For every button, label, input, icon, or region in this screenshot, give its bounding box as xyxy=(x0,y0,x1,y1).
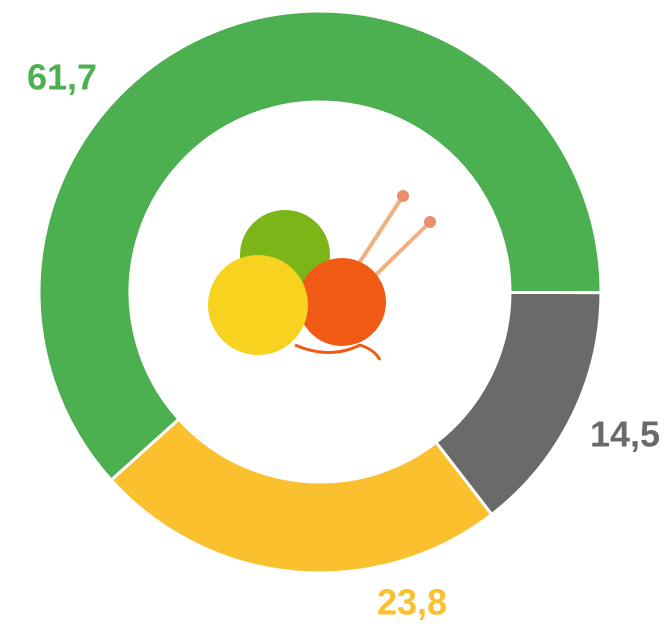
donut-segment xyxy=(109,417,494,575)
donut-segment xyxy=(37,9,603,483)
donut-segment xyxy=(434,290,603,517)
value-label: 14,5 xyxy=(590,414,660,455)
yarn-ball xyxy=(298,258,386,346)
yarn-thread xyxy=(294,343,382,361)
needle-tip xyxy=(397,190,409,202)
value-label: 61,7 xyxy=(27,57,97,98)
value-label: 23,8 xyxy=(377,582,447,623)
yarn-icon xyxy=(208,190,436,361)
needle-tip xyxy=(424,216,436,228)
yarn-ball xyxy=(208,255,308,355)
